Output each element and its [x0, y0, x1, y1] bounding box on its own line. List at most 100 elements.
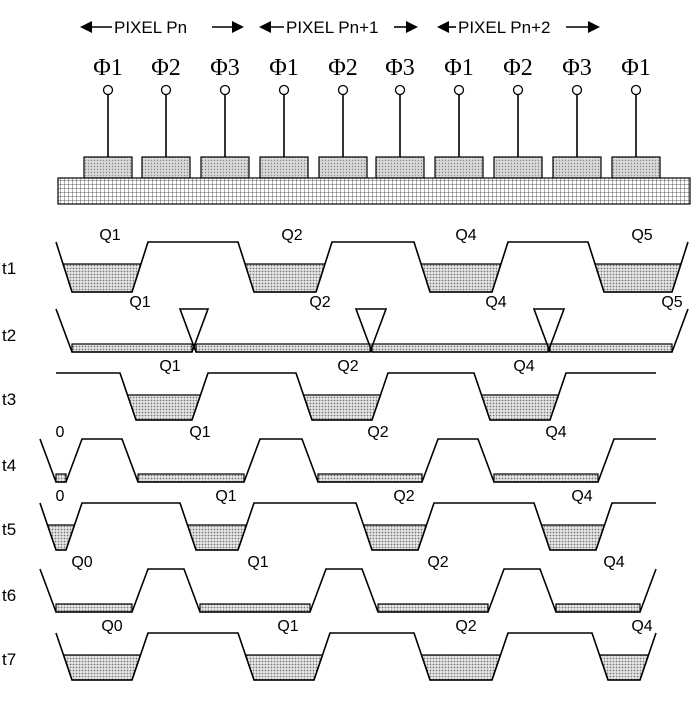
phase-label: Φ2 [328, 55, 358, 81]
phase-label: Φ3 [385, 55, 415, 81]
charge-packet [62, 654, 142, 681]
phase-terminal-icon [102, 84, 114, 96]
charge-label: Q5 [631, 227, 652, 244]
charge-packet [199, 603, 311, 613]
charge-packet [493, 473, 599, 483]
potential-profile [39, 438, 656, 483]
time-step-label: t5 [2, 520, 16, 539]
phase-label: Φ3 [562, 55, 592, 81]
charge-label: Q4 [545, 424, 566, 441]
gate-electrode [611, 156, 661, 179]
charge-packet [377, 603, 489, 613]
time-row-t7: t7 Q0 Q1 Q2 Q4 [2, 618, 657, 681]
potential-profile [55, 308, 689, 353]
time-row-t2: t2 Q1 Q2 Q4 Q5 [2, 294, 689, 353]
charge-packet [420, 263, 502, 293]
charge-label: Q4 [603, 554, 624, 571]
charge-packet [555, 603, 641, 613]
phase-terminal-icon [394, 84, 406, 96]
charge-packet [594, 263, 682, 293]
ccd-substrate [57, 177, 691, 205]
charge-packet [420, 654, 502, 681]
charge-packet [244, 654, 324, 681]
phase-label: Φ1 [93, 55, 123, 81]
pixel-label-pn1: PIXEL Pn+1 [286, 18, 378, 37]
charge-label: Q1 [159, 358, 180, 375]
potential-profile [55, 632, 657, 681]
charge-label: Q1 [215, 488, 236, 505]
charge-label: Q4 [631, 618, 652, 635]
pixel-header-pn2: PIXEL Pn+2 [437, 18, 600, 37]
charge-label: Q1 [247, 554, 268, 571]
charge-label: Q2 [455, 618, 476, 635]
charge-label: 0 [56, 424, 65, 441]
charge-label: Q2 [309, 294, 330, 311]
gate-electrode [83, 156, 133, 179]
charge-packet [302, 394, 382, 421]
phase-terminal-icon [630, 84, 642, 96]
potential-profile [39, 502, 656, 551]
charge-label: Q2 [281, 227, 302, 244]
gate-electrode [200, 156, 250, 179]
gate-electrode [141, 156, 191, 179]
phase-terminal-icon [160, 84, 172, 96]
phase-labels: Φ1 Φ2 Φ3 Φ1 Φ2 Φ3 Φ1 Φ2 Φ3 Φ1 [93, 55, 651, 81]
gate-electrode [259, 156, 309, 179]
gate-electrode [493, 156, 543, 179]
time-row-t4: t4 0 Q1 Q2 Q4 [2, 424, 656, 483]
phase-terminal-icon [512, 84, 524, 96]
potential-well-rows: t1 Q1 Q2 Q4 Q5 t2 Q1 Q2 Q4 Q5 t3 Q1 Q2 Q4 t4 0 Q1 Q2 Q4 t5 0… [2, 227, 689, 681]
charge-label: Q5 [661, 294, 682, 311]
charge-packet [371, 343, 549, 353]
time-step-label: t3 [2, 390, 16, 409]
phase-terminal-icon [278, 84, 290, 96]
charge-packet [244, 263, 326, 293]
pixel-label-pn: PIXEL Pn [114, 18, 187, 37]
charge-label: Q4 [513, 358, 534, 375]
potential-profile [39, 568, 657, 613]
time-step-label: t1 [2, 259, 16, 278]
time-step-label: t2 [2, 326, 16, 345]
charge-label: Q1 [129, 294, 150, 311]
charge-label: Q0 [101, 618, 122, 635]
pixel-header-pn1: PIXEL Pn+1 [259, 18, 418, 37]
time-step-label: t7 [2, 650, 16, 669]
charge-packet [549, 343, 673, 353]
pixel-header-pn: PIXEL Pn [80, 18, 244, 37]
charge-packet [480, 394, 560, 421]
charge-packet [55, 473, 67, 483]
charge-packet [195, 343, 371, 353]
charge-label: Q0 [71, 554, 92, 571]
charge-packet [317, 473, 423, 483]
phase-label: Φ3 [210, 55, 240, 81]
charge-packet [126, 394, 202, 421]
phase-label: Φ2 [503, 55, 533, 81]
charge-packet [186, 524, 248, 551]
charge-packet [55, 603, 133, 613]
time-row-t1: t1 Q1 Q2 Q4 Q5 [2, 227, 689, 293]
charge-label: Q2 [367, 424, 388, 441]
time-step-label: t4 [2, 456, 16, 475]
phase-label: Φ1 [269, 55, 299, 81]
charge-packet [540, 524, 606, 551]
charge-packet [362, 524, 428, 551]
gate-electrode [434, 156, 484, 179]
time-row-t6: t6 Q0 Q1 Q2 Q4 [2, 554, 657, 613]
charge-label: Q2 [337, 358, 358, 375]
phase-terminal-icon [219, 84, 231, 96]
time-step-label: t6 [2, 586, 16, 605]
potential-profile [55, 241, 689, 293]
charge-label: 0 [56, 488, 65, 505]
phase-terminal-icon [571, 84, 583, 96]
gate-electrodes [83, 84, 661, 179]
charge-label: Q2 [393, 488, 414, 505]
gate-electrode [552, 156, 602, 179]
time-row-t3: t3 Q1 Q2 Q4 [2, 358, 656, 421]
gate-electrode [318, 156, 368, 179]
pixel-label-pn2: PIXEL Pn+2 [458, 18, 550, 37]
phase-label: Φ2 [151, 55, 181, 81]
charge-packet [62, 263, 142, 293]
phase-label: Φ1 [621, 55, 651, 81]
time-row-t5: t5 0 Q1 Q2 Q4 [2, 488, 656, 551]
